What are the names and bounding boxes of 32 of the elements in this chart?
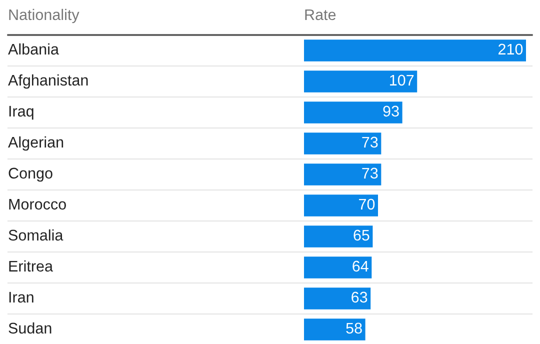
- x-axis-title: Rate: [305, 9, 336, 20]
- bar: [304, 194, 378, 216]
- y-tick-label: Iraq: [9, 106, 34, 120]
- data-label: 64: [352, 260, 368, 272]
- data-label: 73: [362, 168, 378, 179]
- bar: [304, 70, 418, 92]
- data-label: 58: [346, 322, 362, 334]
- bar: [304, 288, 371, 310]
- data-label: 210: [498, 44, 523, 55]
- bar: [304, 318, 366, 340]
- data-label: 73: [362, 136, 378, 148]
- data-label: 107: [390, 74, 414, 86]
- y-tick-label: Iran: [9, 292, 34, 303]
- bar: [304, 40, 526, 62]
- bar: [304, 164, 382, 186]
- y-tick-label: Albania: [8, 43, 59, 55]
- y-tick-label: Algerian: [8, 136, 64, 151]
- bar: [304, 132, 382, 154]
- y-tick-label: Somalia: [8, 229, 64, 241]
- y-tick-label: Morocco: [9, 198, 66, 210]
- data-label: 63: [352, 292, 368, 303]
- bar: [304, 256, 372, 278]
- y-tick-label: Eritrea: [9, 260, 53, 272]
- y-tick-label: Sudan: [8, 322, 52, 334]
- data-label: 93: [383, 106, 399, 117]
- data-label: 65: [354, 230, 370, 241]
- bar: [304, 226, 373, 248]
- y-axis-title: Nationality: [9, 8, 80, 24]
- data-label: 70: [359, 198, 375, 210]
- y-tick-label: Congo: [8, 168, 52, 182]
- bar: [304, 102, 402, 124]
- y-tick-label: Afghanistan: [8, 74, 88, 89]
